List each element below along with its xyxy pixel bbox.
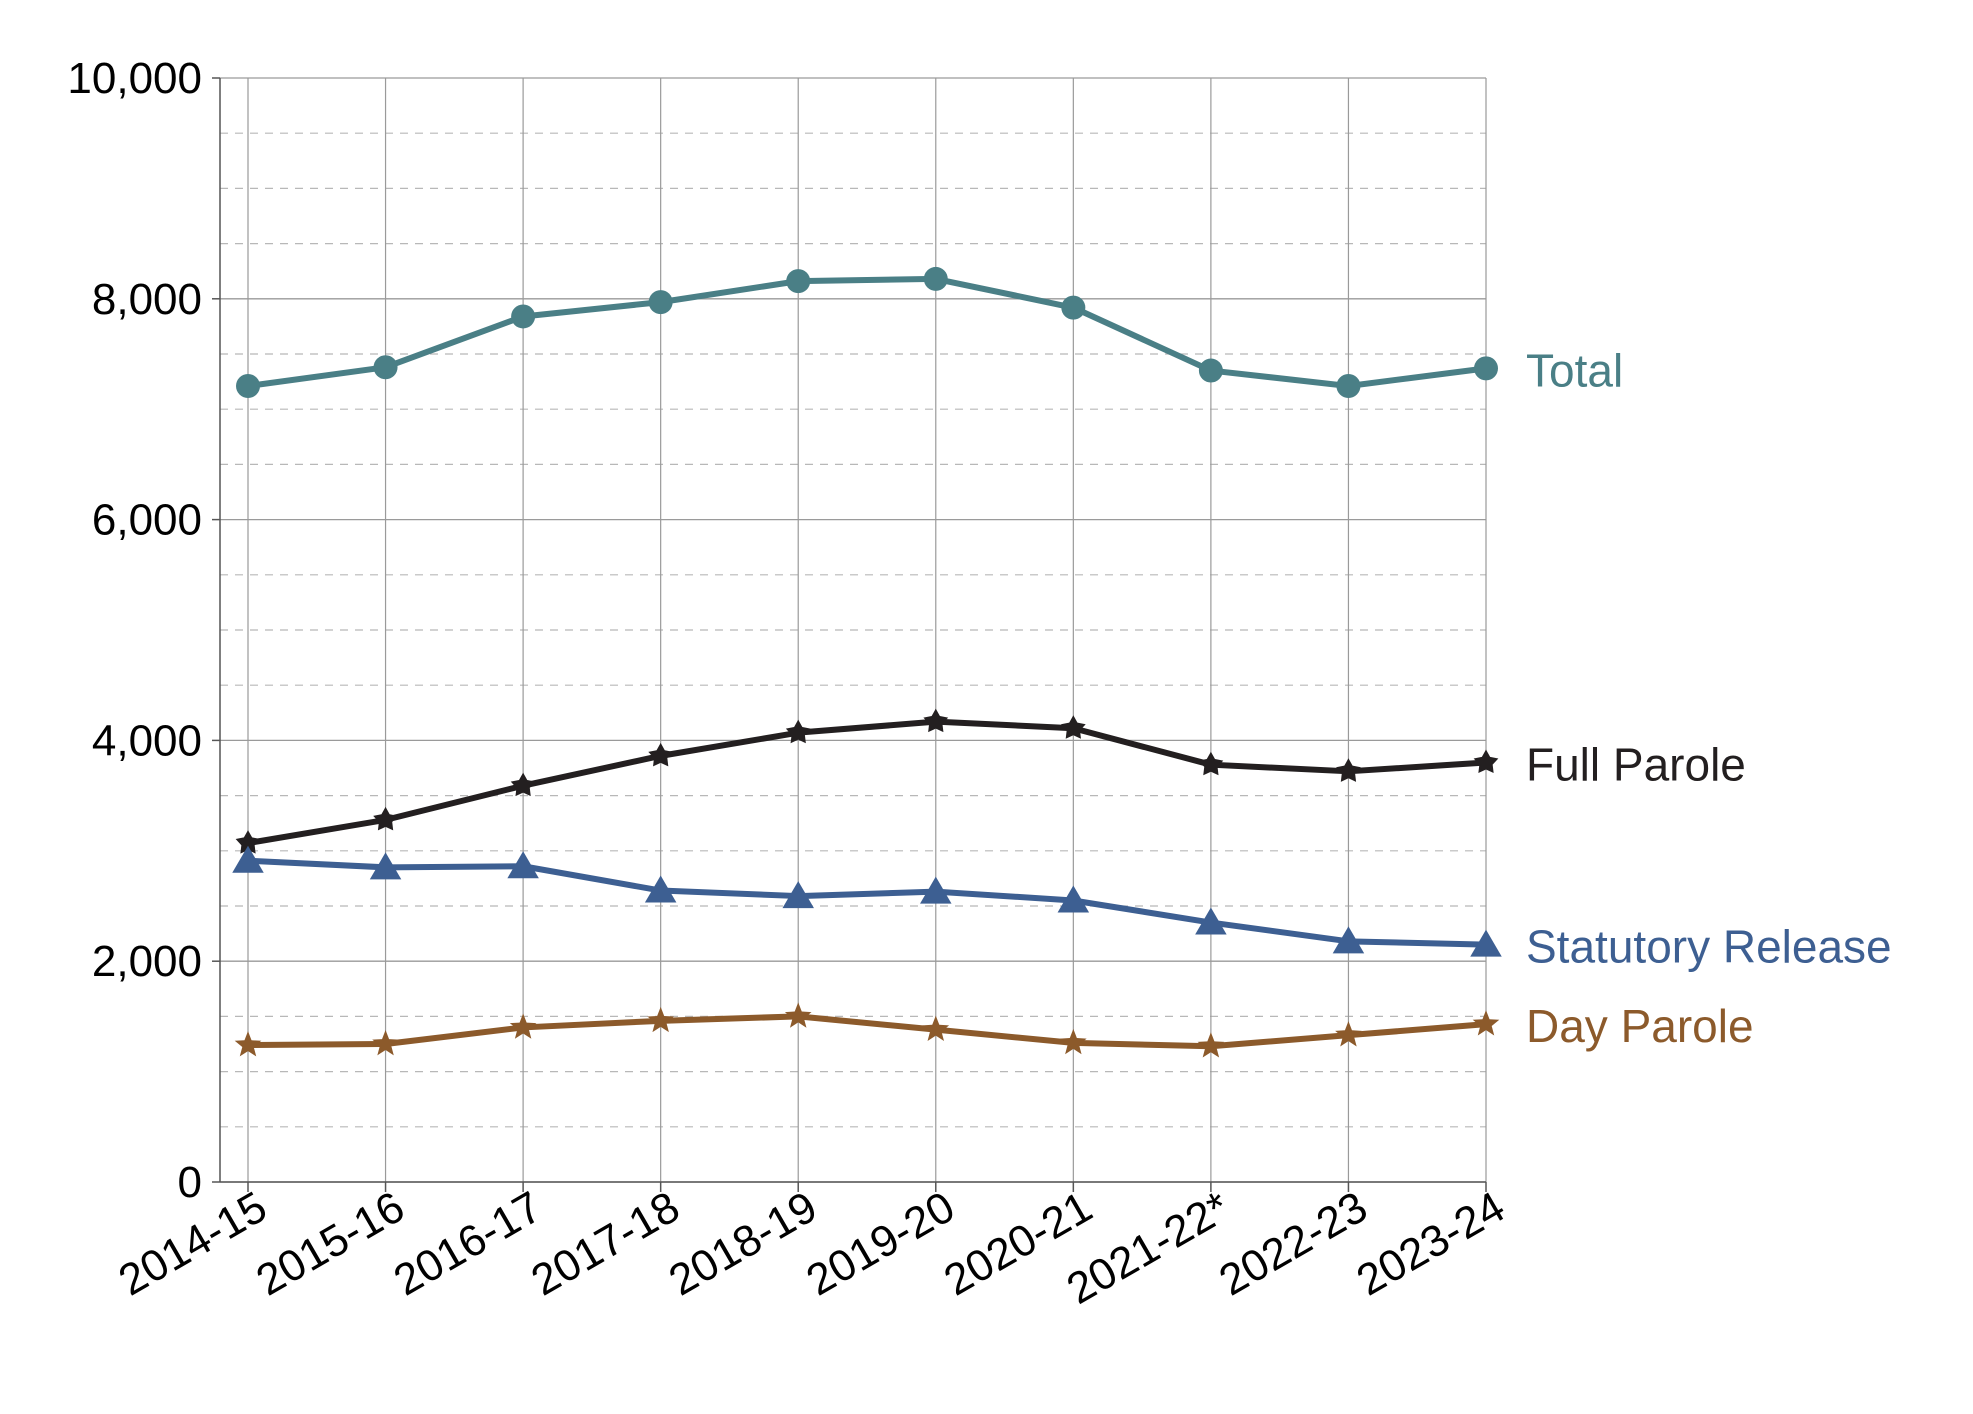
data-point-marker — [1198, 751, 1224, 776]
grid — [220, 77, 1487, 1183]
series-label: Day Parole — [1526, 1000, 1754, 1052]
data-point-marker — [1474, 356, 1498, 381]
data-point-marker — [1336, 374, 1361, 399]
data-point-marker — [1473, 749, 1499, 773]
data-point-marker — [920, 876, 952, 904]
data-point-marker — [235, 830, 261, 854]
y-tick-label: 2,000 — [92, 937, 202, 986]
data-point-marker — [782, 881, 814, 909]
x-tick-label: 2022-23 — [1211, 1182, 1375, 1305]
series-full-parole — [235, 708, 1499, 854]
data-point-marker — [510, 772, 536, 797]
axes: 02,0004,0006,0008,00010,0002014-152015-1… — [67, 54, 1513, 1314]
data-point-marker — [1060, 1028, 1087, 1055]
x-tick-label: 2016-17 — [386, 1182, 550, 1305]
data-point-marker — [372, 1030, 399, 1056]
data-point-marker — [236, 374, 260, 399]
x-tick-label: 2018-19 — [661, 1182, 825, 1305]
data-point-marker — [923, 266, 948, 291]
x-tick-label: 2019-20 — [798, 1182, 962, 1305]
series-total — [236, 266, 1498, 399]
x-tick-label: 2017-18 — [523, 1182, 687, 1305]
data-point-marker — [1060, 715, 1086, 739]
data-point-marker — [369, 852, 402, 880]
series-label: Total — [1526, 344, 1623, 396]
y-tick-label: 4,000 — [92, 716, 202, 765]
data-point-marker — [648, 290, 673, 315]
data-point-marker — [1197, 1032, 1225, 1058]
data-point-marker — [1332, 926, 1365, 954]
x-tick-label: 2023-24 — [1349, 1182, 1513, 1305]
series-line — [247, 857, 1487, 948]
data-point-marker — [922, 1015, 950, 1041]
series-day-parole — [234, 1002, 1500, 1058]
data-point-marker — [373, 806, 398, 831]
data-point-marker — [232, 845, 264, 873]
data-point-marker — [1470, 929, 1502, 957]
data-point-marker — [509, 1013, 537, 1039]
data-point-marker — [1198, 358, 1223, 383]
series-statutory-release — [232, 845, 1502, 957]
data-point-marker — [785, 719, 811, 744]
data-point-marker — [1335, 1021, 1362, 1047]
data-point-marker — [1336, 758, 1361, 782]
data-point-marker — [923, 708, 949, 733]
data-point-marker — [373, 355, 398, 380]
series-line — [247, 275, 1487, 390]
data-point-marker — [507, 851, 539, 879]
series-line — [247, 1013, 1487, 1050]
data-point-marker — [1057, 885, 1090, 913]
data-point-marker — [644, 875, 677, 903]
data-point-marker — [647, 1006, 674, 1033]
data-point-marker — [784, 1002, 812, 1028]
series-label: Statutory Release — [1526, 921, 1892, 973]
data-point-marker — [511, 304, 536, 329]
y-tick-label: 10,000 — [67, 54, 202, 103]
series-lines — [232, 266, 1502, 1058]
series-labels: Total Full Parole Statutory Release Day Par… — [1526, 344, 1892, 1052]
x-tick-label: 2015-16 — [248, 1182, 412, 1305]
data-point-marker — [1061, 295, 1086, 320]
data-point-marker — [1472, 1010, 1500, 1036]
series-line — [247, 718, 1487, 847]
data-point-marker — [786, 269, 811, 294]
series-label: Full Parole — [1526, 738, 1746, 790]
data-point-marker — [1195, 907, 1227, 935]
data-point-marker — [234, 1031, 262, 1057]
y-tick-label: 0 — [178, 1158, 202, 1207]
y-tick-label: 6,000 — [92, 496, 202, 545]
y-tick-label: 8,000 — [92, 275, 202, 324]
data-point-marker — [648, 742, 674, 767]
